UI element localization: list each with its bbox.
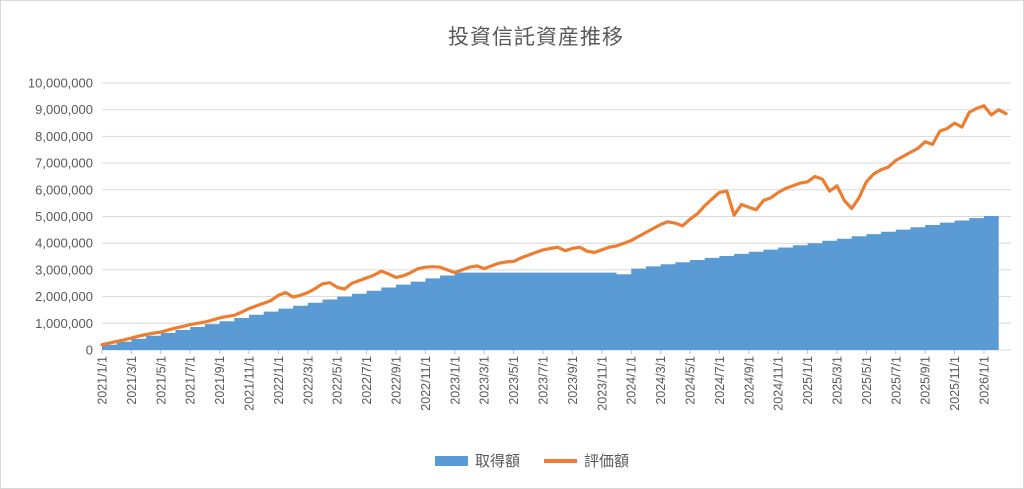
y-tick-label: 2,000,000 xyxy=(35,289,93,304)
valuation-line xyxy=(100,104,1008,347)
y-tick-label: 6,000,000 xyxy=(35,182,93,197)
x-tick-label: 2022/5/1 xyxy=(331,356,345,405)
x-tick-label: 2022/3/1 xyxy=(301,356,315,405)
legend-label-valuation: 評価額 xyxy=(584,453,630,470)
x-tick-label: 2023/3/1 xyxy=(478,356,492,405)
x-tick-label: 2023/7/1 xyxy=(537,356,551,405)
y-tick-label: 7,000,000 xyxy=(35,156,93,171)
x-tick-label: 2022/1/1 xyxy=(272,356,286,405)
y-tick-label: 10,000,000 xyxy=(28,76,93,91)
y-tick-label: 0 xyxy=(86,343,93,358)
x-tick-label: 2021/11/1 xyxy=(243,356,257,411)
legend-item-acquisition: 取得額 xyxy=(434,450,520,471)
chart-title: 投資信託資産推移 xyxy=(448,26,624,49)
x-tick-label: 2021/3/1 xyxy=(125,356,139,405)
x-tick-label: 2021/5/1 xyxy=(154,356,168,405)
legend-label-acquisition: 取得額 xyxy=(474,453,520,470)
x-tick-label: 2022/7/1 xyxy=(360,356,374,405)
x-tick-label: 2024/1/1 xyxy=(625,356,639,405)
x-tick-label: 2023/5/1 xyxy=(507,356,521,405)
x-tick-label: 2024/7/1 xyxy=(713,356,727,405)
x-tick-label: 2023/9/1 xyxy=(566,356,580,405)
x-tick-label: 2024/9/1 xyxy=(742,356,756,405)
acquisition-bars-area xyxy=(102,216,999,350)
x-tick-label: 2022/9/1 xyxy=(390,356,404,405)
x-tick-label: 2026/1/1 xyxy=(978,356,992,405)
y-tick-label: 1,000,000 xyxy=(35,316,93,331)
x-tick-label: 2021/7/1 xyxy=(184,356,198,405)
x-tick-label: 2025/11/1 xyxy=(948,356,962,411)
y-tick-label: 9,000,000 xyxy=(35,102,93,117)
x-tick-label: 2025/5/1 xyxy=(860,356,874,405)
x-tick-label: 2021/9/1 xyxy=(213,356,227,405)
bar-swatch-icon xyxy=(434,455,468,466)
x-tick-label: 2025/3/1 xyxy=(831,356,845,405)
y-tick-label: 4,000,000 xyxy=(35,236,93,251)
x-tick-label: 2023/11/1 xyxy=(595,356,609,411)
x-tick-label: 2025/9/1 xyxy=(919,356,933,405)
y-tick-label: 8,000,000 xyxy=(35,129,93,144)
line-swatch-icon xyxy=(544,458,577,463)
x-tick-label: 2024/5/1 xyxy=(684,356,698,405)
x-tick-label: 2023/1/1 xyxy=(448,356,462,405)
x-tick-label: 2025/1/1 xyxy=(801,356,815,405)
y-tick-label: 3,000,000 xyxy=(35,262,93,277)
x-tick-label: 2021/1/1 xyxy=(96,356,110,405)
x-tick-label: 2025/7/1 xyxy=(889,356,903,405)
legend-item-valuation: 評価額 xyxy=(544,450,629,471)
x-tick-label: 2022/11/1 xyxy=(419,356,433,411)
x-tick-label: 2024/3/1 xyxy=(654,356,668,405)
x-tick-label: 2024/11/1 xyxy=(772,356,786,411)
y-tick-label: 5,000,000 xyxy=(35,209,93,224)
legend: 取得額 評価額 xyxy=(434,450,629,471)
